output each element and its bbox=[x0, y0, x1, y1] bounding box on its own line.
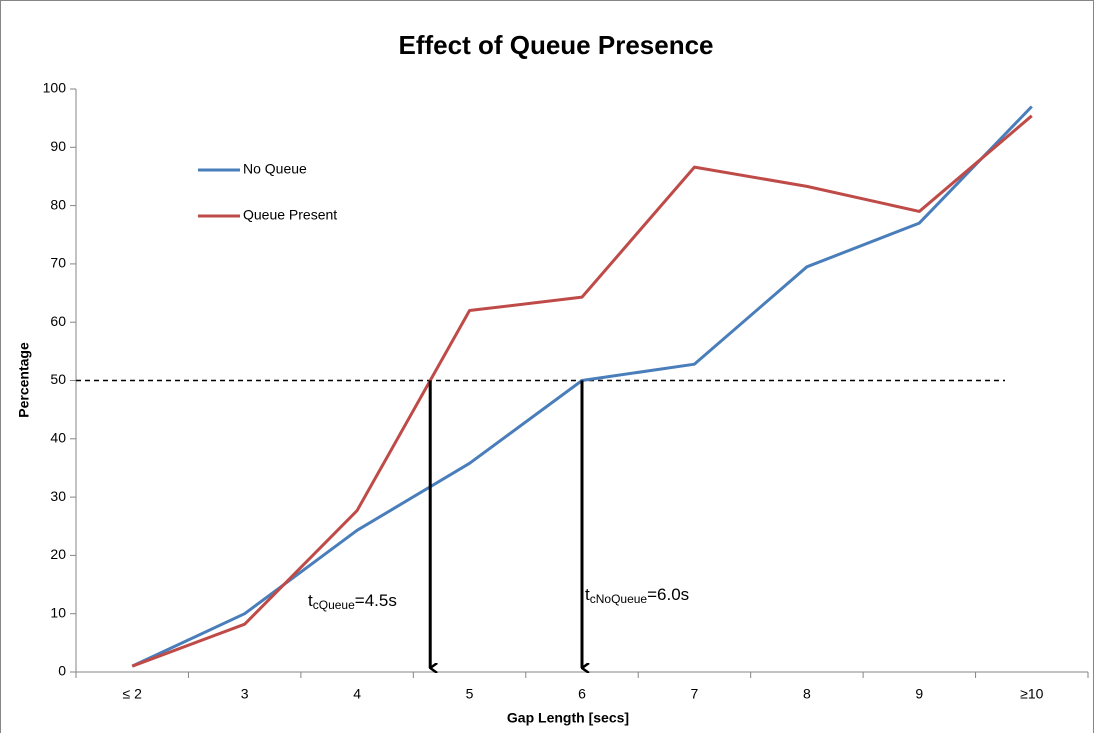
y-tick-label: 30 bbox=[50, 488, 66, 504]
annotation: tcNoQueue=6.0s bbox=[585, 585, 689, 606]
x-tick-label: 3 bbox=[241, 686, 249, 702]
annotation-sub: cQueue bbox=[313, 598, 355, 612]
x-tick-label: ≥10 bbox=[1020, 686, 1043, 702]
annotation-base: t bbox=[585, 585, 590, 604]
y-tick-label: 70 bbox=[50, 255, 66, 271]
annotation: tcQueue=4.5s bbox=[308, 591, 397, 612]
y-tick-label: 40 bbox=[50, 430, 66, 446]
y-tick-label: 0 bbox=[58, 663, 66, 679]
legend-label: No Queue bbox=[243, 161, 307, 177]
legend-label: Queue Present bbox=[243, 207, 337, 223]
series-line bbox=[131, 114, 1033, 668]
x-axis-title: Gap Length [secs] bbox=[507, 710, 629, 726]
y-tick-label: 100 bbox=[43, 80, 67, 96]
y-tick-label: 10 bbox=[50, 604, 66, 620]
y-axis-title: Percentage bbox=[16, 342, 32, 418]
x-tick-label: 6 bbox=[578, 686, 586, 702]
y-tick-label: 60 bbox=[50, 313, 66, 329]
x-tick-label: 7 bbox=[691, 686, 699, 702]
x-tick-label: 8 bbox=[803, 686, 811, 702]
y-tick-label: 90 bbox=[50, 138, 66, 154]
chart-title: Effect of Queue Presence bbox=[399, 30, 714, 60]
x-tick-label: ≤ 2 bbox=[123, 686, 143, 702]
annotation-sub: cNoQueue bbox=[590, 592, 648, 606]
y-tick-label: 80 bbox=[50, 196, 66, 212]
annotation-rest: =4.5s bbox=[355, 591, 397, 610]
x-tick-label: 4 bbox=[353, 686, 361, 702]
annotation-rest: =6.0s bbox=[647, 585, 689, 604]
x-tick-label: 9 bbox=[915, 686, 923, 702]
x-tick-label: 5 bbox=[466, 686, 474, 702]
y-tick-label: 20 bbox=[50, 546, 66, 562]
annotation-base: t bbox=[308, 591, 313, 610]
y-tick-label: 50 bbox=[50, 371, 66, 387]
